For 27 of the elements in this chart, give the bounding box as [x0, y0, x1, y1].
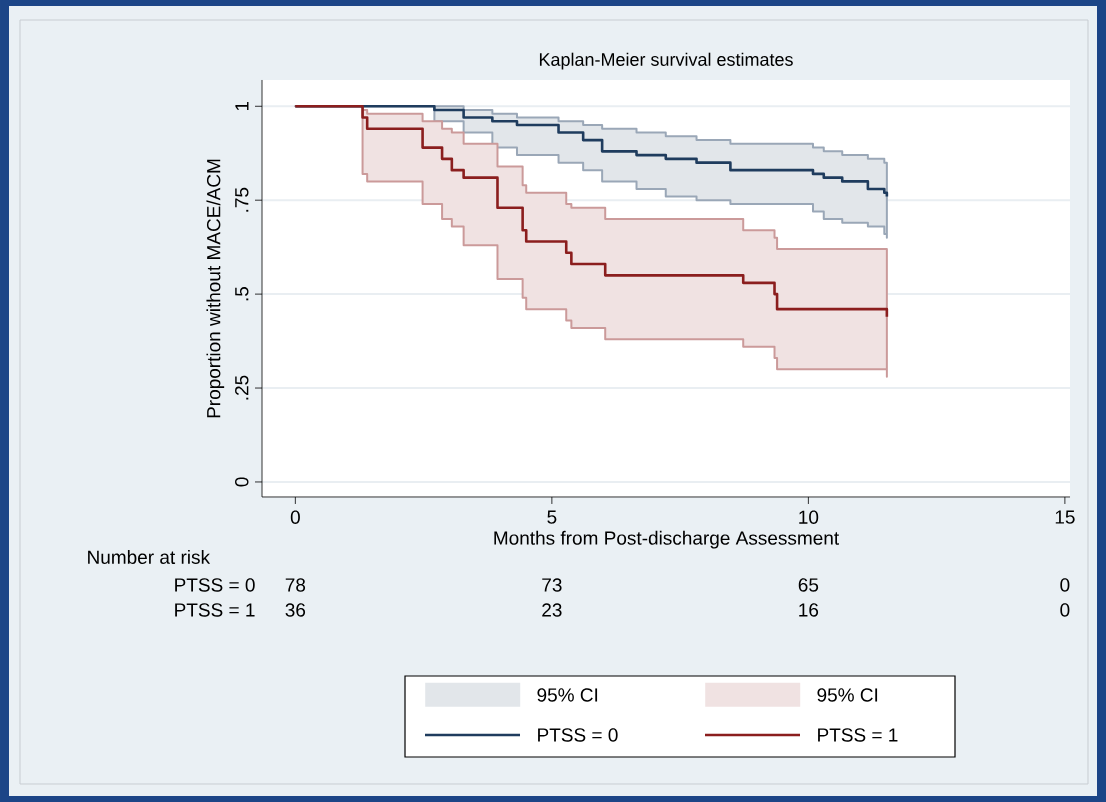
chart-title: Kaplan-Meier survival estimates [539, 52, 793, 70]
y-axis-title: Proportion without MACE/ACM [206, 159, 225, 418]
x-tick-label: 10 [799, 510, 819, 524]
text: 16 [799, 603, 819, 617]
legend-label: PTSS = 1 [818, 728, 898, 742]
text: 0 [1060, 578, 1070, 592]
x-tick-label: 15 [1055, 510, 1075, 524]
text: 0 [1060, 603, 1070, 617]
y-tick-label: .25 [235, 375, 249, 400]
text: Number at risk [88, 550, 211, 564]
legend-label: PTSS = 0 [538, 728, 618, 742]
text: 73 [542, 578, 562, 592]
x-tick-label: 0 [290, 510, 300, 524]
y-tick-label: .5 [235, 286, 249, 301]
text: PTSS = 0 [175, 578, 255, 592]
text: 95% CI [537, 688, 598, 702]
x-axis-title: Months from Post-discharge Assessment [494, 530, 840, 549]
x-tick-label: 5 [547, 510, 557, 524]
y-tick-label: 0 [235, 477, 249, 487]
text: 78 [285, 578, 306, 592]
text: 65 [798, 578, 819, 592]
y-tick-label: 1 [235, 101, 249, 111]
y-tick-label: .75 [235, 187, 249, 212]
text: 23 [542, 603, 562, 617]
text: 95% CI [817, 688, 878, 702]
text: PTSS = 1 [175, 603, 255, 617]
text: 36 [285, 603, 306, 617]
